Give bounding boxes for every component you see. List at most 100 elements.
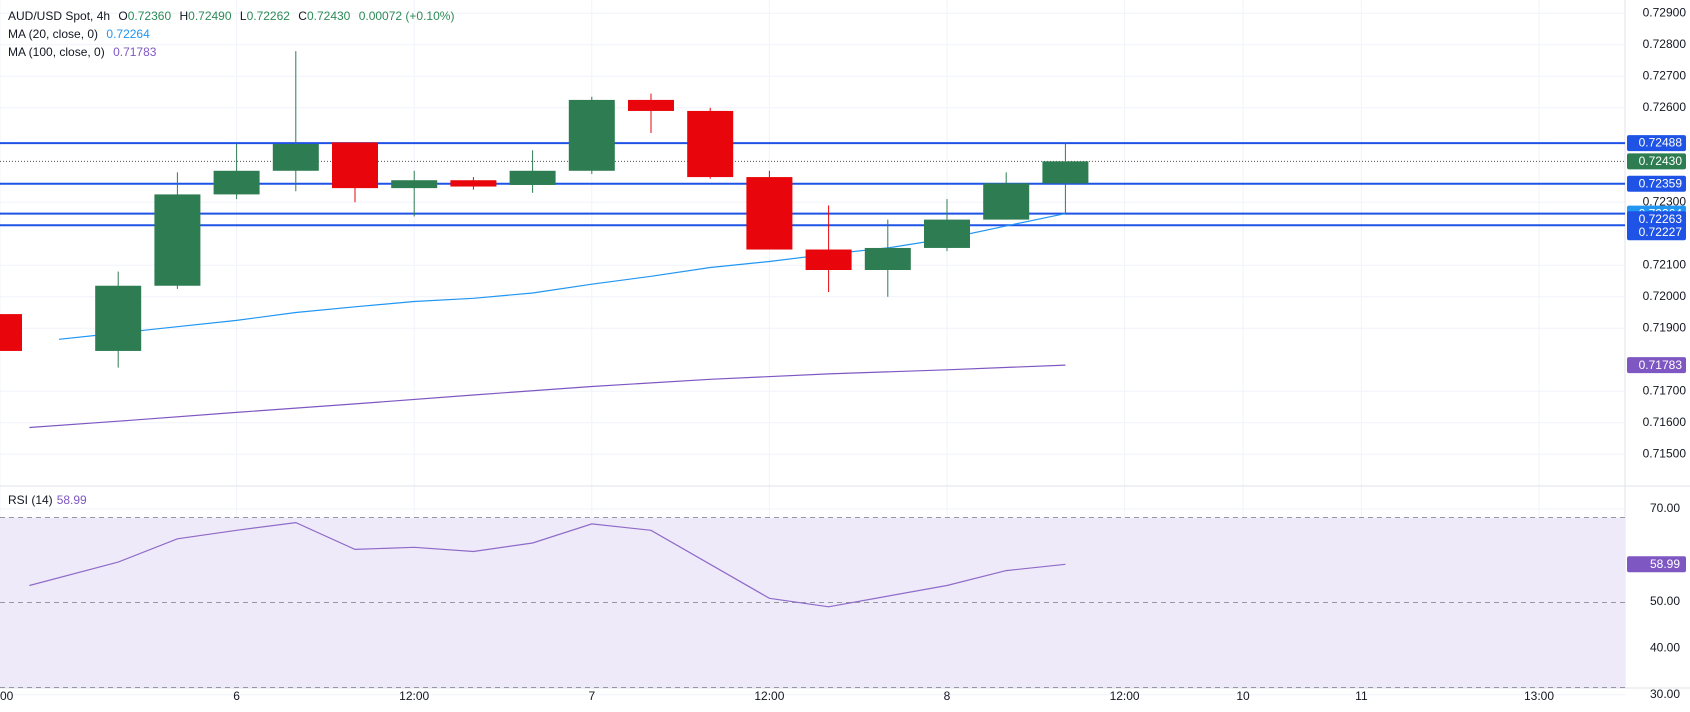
time-tick-label: 12:00 (1110, 689, 1140, 703)
candle-body (687, 110, 734, 178)
ma100-line (29, 364, 1066, 429)
price-tag: 0.72359 (1627, 175, 1686, 192)
price-tag-label: 0.72227 (1639, 225, 1683, 239)
price-tag-bg (1627, 175, 1686, 192)
time-tick-label: 10 (1236, 689, 1250, 703)
time-tick-label: 12:00 (754, 689, 784, 703)
candle-body (1042, 161, 1089, 184)
candle (509, 150, 556, 193)
candle (0, 314, 22, 351)
candle (864, 219, 911, 297)
time-tick-label: 6 (233, 689, 240, 703)
price-tag-bg (1627, 357, 1686, 374)
ma20-line (58, 213, 1066, 340)
candle (924, 199, 970, 252)
candle-body (568, 99, 615, 171)
rsi-tick-label: 70.00 (1650, 501, 1680, 515)
change-value: 0.00072 (+0.10%) (358, 9, 455, 23)
price-tag: 0.72488 (1627, 135, 1686, 152)
rsi-tick-label: 30.00 (1650, 687, 1680, 701)
price-tick-label: 0.72100 (1643, 257, 1687, 271)
price-tag-bg (1627, 211, 1686, 228)
price-tag-label: 0.72430 (1639, 154, 1683, 168)
rsi-value: 58.99 (56, 493, 87, 507)
horizontal-levels[interactable] (0, 142, 1625, 227)
price-tag-label: 0.71783 (1639, 358, 1683, 372)
price-tag: 0.72227 (1627, 224, 1686, 241)
candle (746, 170, 793, 250)
ohlc-legend: AUD/USD Spot, 4h O0.72360 H0.72490 L0.72… (8, 9, 459, 23)
candle (272, 51, 319, 192)
ma100-path (29, 364, 1066, 429)
price-tags: 0.724880.724300.723590.722640.722630.722… (1627, 135, 1686, 573)
candle (154, 172, 201, 289)
symbol-label: AUD/USD Spot, 4h (8, 9, 111, 23)
price-tag-bg (1627, 135, 1686, 152)
ma100-legend[interactable]: MA (100, close, 0) 0.71783 (8, 45, 161, 59)
ma100-value: 0.71783 (113, 45, 157, 59)
candle-body (0, 314, 22, 351)
ma20-value: 0.72264 (106, 27, 150, 41)
rsi-label-text: RSI (14) (8, 493, 53, 507)
time-tick-label: 7 (588, 689, 595, 703)
rsi-line (29, 521, 1066, 608)
candle (687, 107, 734, 179)
price-tag: 0.72430 (1627, 153, 1686, 170)
time-tick-label: 8 (944, 689, 951, 703)
candle-body (864, 247, 911, 270)
ma100-label: MA (100, close, 0) (8, 45, 105, 59)
time-tick-label: 11 (1355, 689, 1368, 703)
candle-body (332, 142, 378, 189)
rsi-tick-label: 50.00 (1650, 594, 1680, 608)
price-tick-label: 0.72900 (1643, 5, 1687, 19)
candle (568, 96, 615, 174)
time-tick-label: 12:00 (399, 689, 429, 703)
ma20-label: MA (20, close, 0) (8, 27, 99, 41)
low-value: L0.72262 (239, 9, 290, 23)
candle-body (805, 249, 852, 270)
candle-body (213, 170, 260, 195)
candle-body (983, 183, 1030, 220)
candlesticks[interactable] (0, 51, 1089, 368)
time-tick-label: 00 (0, 689, 14, 703)
candle-body (95, 285, 142, 351)
candle-body (924, 219, 970, 248)
open-value: O0.72360 (118, 9, 172, 23)
candle-body (391, 180, 438, 189)
rsi-tag-label: 58.99 (1650, 557, 1680, 571)
candle (628, 93, 674, 133)
price-tick-label: 0.71900 (1643, 320, 1687, 334)
price-tick-label: 0.72700 (1643, 68, 1687, 82)
ma20-path (58, 213, 1066, 340)
price-tag: 0.71783 (1627, 357, 1686, 374)
high-value: H0.72490 (179, 9, 232, 23)
candle (95, 271, 142, 368)
rsi-legend[interactable]: RSI (14) 58.99 (8, 493, 87, 507)
price-tick-label: 0.72800 (1643, 37, 1687, 51)
axes: 0.72900 0.72800 0.72700 0.72600 0.72300 0.721… (0, 5, 1686, 703)
candle (450, 177, 497, 190)
price-tag-bg (1627, 153, 1686, 170)
price-tick-label: 0.71600 (1643, 415, 1687, 429)
rsi-band (0, 517, 1625, 688)
price-tick-label: 0.71500 (1643, 446, 1687, 460)
candle (805, 205, 852, 293)
price-tick-label: 0.71700 (1643, 383, 1687, 397)
candle-body (746, 177, 793, 250)
price-tick-label: 0.72300 (1643, 194, 1687, 208)
rsi-tag: 58.99 (1627, 556, 1686, 573)
price-tick-label: 0.72600 (1643, 100, 1687, 114)
price-tag-bg (1627, 224, 1686, 241)
candle (983, 172, 1030, 220)
price-tag-label: 0.72488 (1639, 136, 1683, 150)
close-value: C0.72430 (298, 9, 351, 23)
candle (1042, 142, 1089, 215)
candle (391, 170, 438, 217)
candle-body (272, 144, 319, 171)
candle-body (154, 194, 201, 286)
ma20-legend[interactable]: MA (20, close, 0) 0.72264 (8, 27, 155, 41)
rsi-path (29, 521, 1066, 608)
price-tick-label: 0.72000 (1643, 289, 1687, 303)
price-tag-label: 0.72263 (1639, 212, 1683, 226)
